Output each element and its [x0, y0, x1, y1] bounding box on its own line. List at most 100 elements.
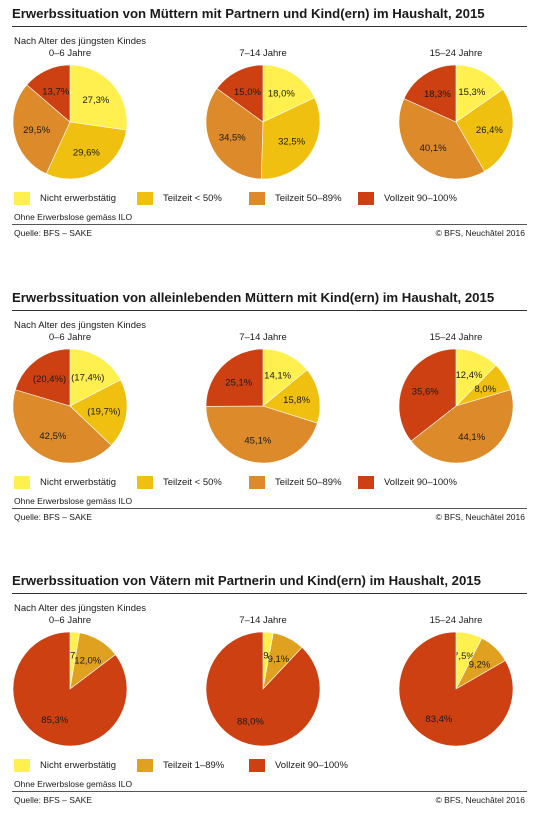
pie-slice-15-24-3 [403, 64, 457, 123]
chart-panel-vaeter-partnerin: Erwerbssituation von Vätern mit Partneri… [0, 573, 539, 813]
pie-data-label-15-24-2: 83,4% [425, 714, 452, 725]
legend-label: Nicht erwerbstätig [40, 193, 117, 204]
chart-subtitle: Nach Alter des jüngsten Kindes [14, 36, 147, 47]
footer-rule [12, 224, 527, 225]
chart-copyright: © BFS, Neuchâtel 2016 [435, 228, 525, 238]
pie-slice-7-14-0 [262, 348, 308, 407]
pie-data-label-15-24-0: 15,3% [458, 87, 485, 98]
title-rule [12, 593, 527, 594]
chart-subtitle: Nach Alter des jüngsten Kindes [14, 603, 147, 614]
pie-label-0-6: 0–6 Jahre [48, 48, 92, 59]
pie-slice-7-14-2 [205, 88, 264, 180]
pie-slice-7-14-2 [205, 631, 321, 747]
chart-title: Erwerbssituation von Vätern mit Partneri… [12, 573, 481, 588]
pie-slice-0-6-1 [45, 121, 127, 180]
footer-rule [12, 791, 527, 792]
pie-slice-7-14-0 [262, 64, 315, 123]
chart-copyright: © BFS, Neuchâtel 2016 [435, 512, 525, 522]
pie-data-label-7-14-0: 18,0% [268, 89, 295, 100]
chart-note: Ohne Erwerbslose gemäss ILO [14, 779, 133, 789]
pie-data-label-7-14-2: 45,1% [244, 435, 271, 446]
pie-slice-7-14-2 [205, 405, 318, 464]
pie-slice-7-14-3 [205, 348, 264, 407]
legend-swatch [14, 192, 30, 205]
pie-data-label-15-24-3: 18,3% [424, 89, 451, 100]
legend-swatch [358, 476, 374, 489]
pie-slice-15-24-0 [455, 64, 504, 123]
pie-data-label-0-6-3: (20,4%) [33, 374, 66, 385]
legend-label: Vollzeit 90–100% [275, 760, 348, 771]
pie-label-7-14: 7–14 Jahre [239, 332, 287, 343]
legend-label: Vollzeit 90–100% [384, 193, 457, 204]
legend-swatch [137, 192, 153, 205]
chart-source: Quelle: BFS – SAKE [14, 795, 92, 805]
pie-slice-7-14-1 [262, 369, 321, 424]
legend-label: Nicht erwerbstätig [40, 760, 117, 771]
legend-label: Teilzeit 50–89% [275, 477, 342, 488]
pie-label-0-6: 0–6 Jahre [48, 615, 92, 626]
pie-data-label-0-6-2: 29,5% [23, 125, 50, 136]
chart-source: Quelle: BFS – SAKE [14, 228, 92, 238]
pie-label-7-14: 7–14 Jahre [239, 615, 287, 626]
pie-slice-0-6-3 [26, 64, 71, 123]
pie-data-label-15-24-1: 8,0% [474, 384, 496, 395]
chart-title: Erwerbssituation von Müttern mit Partner… [12, 6, 485, 21]
pie-slice-15-24-2 [398, 631, 514, 747]
pie-data-label-7-14-1: 9,1% [268, 654, 290, 665]
pie-slice-0-6-0 [69, 64, 128, 131]
pie-data-label-0-6-0: 27,3% [82, 95, 109, 106]
pie-slice-0-6-3 [14, 348, 71, 407]
pie-slice-7-14-1 [260, 97, 321, 180]
legend-label: Teilzeit < 50% [163, 477, 222, 488]
pie-data-label-7-14-0: 14,1% [264, 371, 291, 382]
pie-data-label-0-6-0: (17,4%) [71, 372, 104, 383]
legend-swatch [249, 476, 265, 489]
pie-data-label-0-6-3: 13,7% [42, 86, 69, 97]
legend-label: Vollzeit 90–100% [384, 477, 457, 488]
pie-label-15-24: 15–24 Jahre [429, 615, 483, 626]
pie-charts: 2,7%12,0% 85,3% 2,9%9,1% 88,0% 7,5%9,2% 83,4% [12, 631, 514, 747]
pie-slice-0-6-2 [12, 84, 71, 175]
legend-label: Teilzeit < 50% [163, 193, 222, 204]
chart-note: Ohne Erwerbslose gemäss ILO [14, 496, 133, 506]
pie-data-label-0-6-1: 12,0% [74, 655, 101, 666]
pie-data-label-0-6-2: 85,3% [41, 715, 68, 726]
pie-slice-0-6-2 [12, 631, 128, 747]
legend-label: Nicht erwerbstätig [40, 477, 117, 488]
pie-slice-0-6-1 [69, 379, 128, 446]
pie-slice-15-24-2 [398, 98, 485, 180]
legend-label: Teilzeit 50–89% [275, 193, 342, 204]
chart-title: Erwerbssituation von alleinlebenden Mütt… [12, 290, 495, 305]
legend-swatch [249, 759, 265, 772]
pie-label-15-24: 15–24 Jahre [429, 48, 483, 59]
pie-slice-15-24-2 [410, 389, 514, 464]
chart-copyright: © BFS, Neuchâtel 2016 [435, 795, 525, 805]
title-rule [12, 26, 527, 27]
footer-rule [12, 508, 527, 509]
pie-data-label-0-6-0: 2,7% [62, 650, 84, 661]
chart-subtitle: Nach Alter des jüngsten Kindes [14, 320, 147, 331]
pie-slice-15-24-1 [455, 88, 514, 172]
title-rule [12, 310, 527, 311]
chart-note: Ohne Erwerbslose gemäss ILO [14, 212, 133, 222]
pie-data-label-7-14-2: 88,0% [237, 716, 264, 727]
pie-label-0-6: 0–6 Jahre [48, 332, 92, 343]
pie-data-label-0-6-1: (19,7%) [87, 406, 120, 417]
legend-label: Teilzeit 1–89% [163, 760, 225, 771]
pie-data-label-15-24-1: 9,2% [469, 660, 491, 671]
pie-data-label-15-24-2: 44,1% [458, 432, 485, 443]
pie-slice-0-6-2 [12, 389, 112, 464]
pie-label-15-24: 15–24 Jahre [429, 332, 483, 343]
legend-swatch [358, 192, 374, 205]
pie-charts: 27,3% 29,6% 29,5% 13,7% 18,0% 32,5% 34,5% 15,0%… [12, 64, 514, 180]
pie-data-label-7-14-1: 32,5% [278, 136, 305, 147]
pie-data-label-0-6-2: 42,5% [39, 431, 66, 442]
legend-swatch [249, 192, 265, 205]
pie-data-label-7-14-3: 15,0% [234, 87, 261, 98]
pie-slice-15-24-3 [398, 348, 457, 442]
pie-data-label-15-24-1: 26,4% [476, 125, 503, 136]
chart-panel-alleinlebende-muetter: Erwerbssituation von alleinlebenden Mütt… [0, 290, 539, 530]
legend-swatch [137, 759, 153, 772]
chart-panel-muetter-partner: Erwerbssituation von Müttern mit Partner… [0, 6, 539, 246]
pie-data-label-7-14-3: 25,1% [225, 377, 252, 388]
